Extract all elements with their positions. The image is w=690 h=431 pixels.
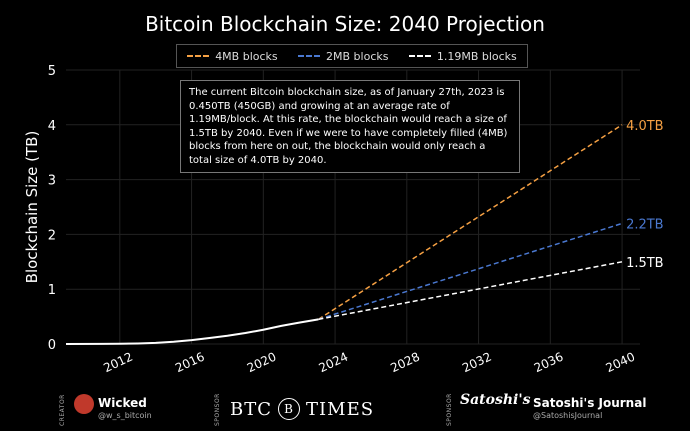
footer: CREATOR Wicked @w_s_bitcoin SPONSOR BTC … <box>0 388 690 431</box>
x-tick-label: 2016 <box>173 350 207 376</box>
legend-item-2mb: 2MB blocks <box>298 50 388 63</box>
sponsor2-name: Satoshi's Journal <box>533 396 647 410</box>
y-tick-label: 2 <box>48 228 56 243</box>
legend-swatch-4mb <box>187 55 210 57</box>
creator-avatar <box>74 394 94 414</box>
sponsor2-label: SPONSOR <box>446 393 453 426</box>
historical-line <box>65 318 319 345</box>
y-tick-label: 0 <box>48 338 56 353</box>
legend-swatch-119mb <box>408 55 431 57</box>
btc-times-left: BTC <box>230 398 273 420</box>
annotation-box: The current Bitcoin blockchain size, as … <box>180 80 520 173</box>
y-tick-label: 5 <box>48 64 56 79</box>
x-tick-label: 2040 <box>604 350 638 376</box>
sponsor-label: SPONSOR <box>214 393 221 426</box>
x-tick-label: 2012 <box>101 350 135 376</box>
x-tick-label: 2020 <box>245 350 279 376</box>
x-tick-label: 2032 <box>460 350 494 376</box>
end-label-0: 4.0TB <box>626 119 664 134</box>
projection-line-1 <box>318 222 623 321</box>
legend-label-2mb: 2MB blocks <box>326 49 389 63</box>
projection-line-2 <box>318 261 623 321</box>
legend-item-4mb: 4MB blocks <box>187 49 278 63</box>
y-tick-label: 4 <box>48 119 56 134</box>
y-tick-label: 3 <box>48 174 56 189</box>
btc-times-right: TIMES <box>306 398 375 420</box>
creator-label: CREATOR <box>59 394 66 426</box>
projection-line-0 <box>317 124 623 320</box>
end-label-1: 2.2TB <box>626 217 664 232</box>
btc-times-logo: BTC B TIMES <box>230 398 374 420</box>
legend-label-119mb: 1.19MB blocks <box>436 49 517 63</box>
legend-item-119mb: 1.19MB blocks <box>408 49 517 63</box>
x-tick-label: 2024 <box>317 350 351 376</box>
satoshis-journal-logo: Satoshi's <box>460 392 531 408</box>
y-axis-label: Blockchain Size (TB) <box>23 131 41 284</box>
x-tick-label: 2028 <box>388 350 422 376</box>
end-label-2: 1.5TB <box>626 256 664 271</box>
legend-swatch-2mb <box>298 55 321 57</box>
legend-label-4mb: 4MB blocks <box>215 49 278 63</box>
creator-name: Wicked <box>98 396 147 410</box>
chart-title: Bitcoin Blockchain Size: 2040 Projection <box>145 12 545 36</box>
creator-handle: @w_s_bitcoin <box>98 411 152 420</box>
bitcoin-icon: B <box>278 398 301 420</box>
chart-legend: 4MB blocks 2MB blocks 1.19MB blocks <box>176 44 528 68</box>
x-tick-label: 2036 <box>532 350 566 376</box>
y-tick-label: 1 <box>48 283 56 298</box>
sponsor2-handle: @SatoshisJournal <box>533 411 603 420</box>
